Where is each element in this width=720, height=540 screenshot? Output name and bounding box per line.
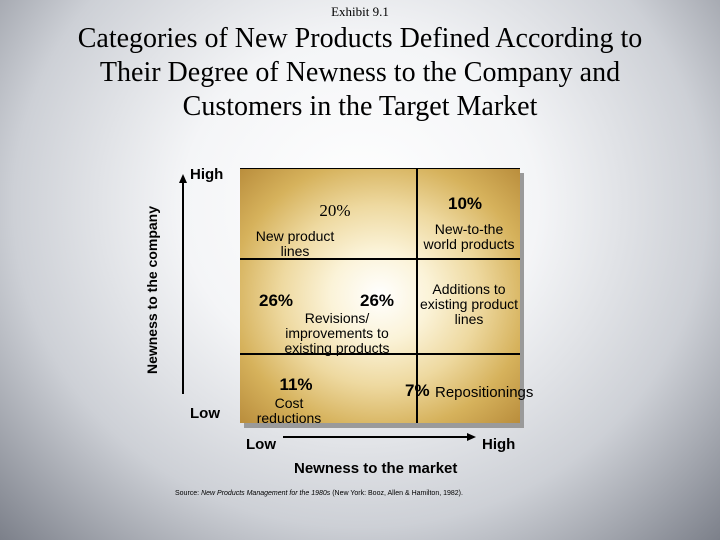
label-revisions: Revisions/ improvements to existing prod… — [284, 310, 390, 356]
grid-line-lower-h — [240, 353, 520, 355]
label-cost-reductions: Cost reductions — [256, 395, 322, 426]
grid-line-middle-h — [240, 258, 520, 260]
title-line-3: Customers in the Target Market — [182, 91, 538, 122]
label-additions: Additions to existing product lines — [419, 281, 519, 327]
label-repositionings: Repositionings — [435, 384, 534, 401]
y-axis-high-label: High — [190, 166, 224, 183]
percent-cost-reductions: 11% — [279, 375, 313, 394]
grid-line-top-h — [240, 168, 416, 169]
label-new-to-the-world: New-to-the world products — [423, 221, 515, 252]
y-axis-label: Newness to the company — [144, 205, 160, 375]
y-axis-line — [182, 182, 184, 394]
newness-matrix — [240, 168, 520, 423]
x-axis-label: Newness to the market — [294, 460, 458, 477]
label-new-product-lines: New product lines — [255, 228, 335, 259]
grid-line-vertical — [416, 168, 418, 423]
percent-repositionings: 7% — [405, 381, 430, 400]
title-line-1: Categories of New Products Defined Accor… — [77, 23, 643, 54]
grid-line-inner-h — [416, 168, 520, 169]
x-axis-arrowhead — [467, 433, 476, 441]
y-axis-low-label: Low — [190, 405, 220, 422]
percent-revisions: 26% — [259, 291, 294, 310]
x-axis-high-label: High — [482, 436, 516, 453]
exhibit-label: Exhibit 9.1 — [331, 4, 389, 19]
percent-new-to-the-world: 10% — [447, 194, 483, 213]
percent-new-product-lines: 20% — [319, 201, 351, 220]
y-axis-arrowhead — [179, 174, 187, 183]
page-title: Categories of New Products Defined Accor… — [10, 22, 710, 124]
x-axis-low-label: Low — [246, 436, 276, 453]
percent-additions: 26% — [360, 291, 395, 310]
x-axis-line — [283, 436, 469, 438]
title-line-2: Their Degree of Newness to the Company a… — [99, 57, 621, 88]
source-citation: Source: New Products Management for the … — [175, 490, 463, 497]
